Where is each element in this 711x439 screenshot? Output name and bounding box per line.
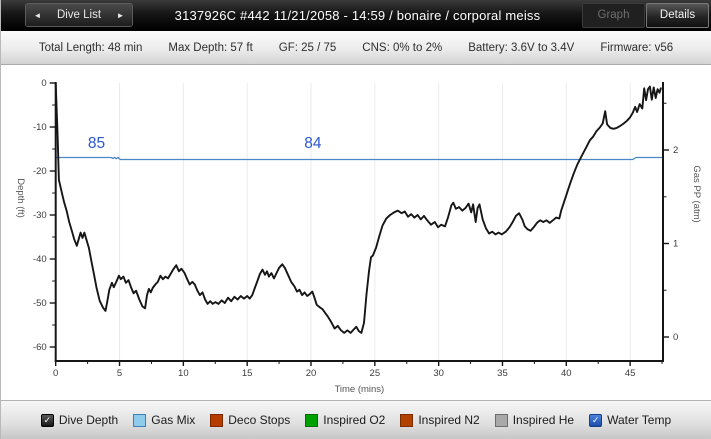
- series-color-swatch[interactable]: [133, 413, 147, 427]
- left-arrow-icon: ◄: [33, 10, 42, 20]
- chart-canvas: 85 840-10-20-30-40-50-600 5 10 15 20 25 30 35 40 4…: [15, 78, 702, 395]
- svg-text:0: 0: [41, 78, 46, 89]
- svg-text:2: 2: [673, 145, 678, 156]
- svg-text:25: 25: [370, 368, 381, 379]
- svg-text:-10: -10: [33, 122, 47, 133]
- details-tab-button[interactable]: Details: [646, 2, 709, 28]
- water-temp-line: [55, 156, 664, 161]
- legend-label: Deco Stops: [228, 413, 291, 427]
- legend-item-inspired-o2[interactable]: Inspired O2: [305, 413, 385, 427]
- next-dive-button[interactable]: ►: [109, 4, 132, 26]
- legend-item-dive-depth[interactable]: ✓ Dive Depth: [40, 413, 119, 427]
- svg-text:35: 35: [497, 368, 508, 379]
- legend-label: Inspired He: [512, 413, 575, 427]
- legend-item-gas-mix[interactable]: Gas Mix: [133, 413, 195, 427]
- water-temp-label: 85: [88, 135, 105, 152]
- left-axis-title: Depth (ft): [15, 178, 26, 218]
- right-arrow-icon: ►: [116, 10, 125, 20]
- series-legend: ✓ Dive Depth Gas Mix Deco Stops Inspired O2 I…: [1, 400, 711, 439]
- legend-label: Inspired N2: [418, 413, 480, 427]
- info-firmware: Firmware: v56: [600, 41, 674, 54]
- svg-text:1: 1: [673, 239, 678, 250]
- legend-item-inspired-he[interactable]: Inspired He: [494, 413, 575, 427]
- view-toggle: Graph Details: [582, 2, 709, 28]
- info-max-depth: Max Depth: 57 ft: [168, 41, 253, 54]
- info-battery: Battery: 3.6V to 3.4V: [468, 41, 575, 54]
- checked-checkbox-icon[interactable]: ✓: [40, 413, 54, 427]
- legend-item-inspired-n2[interactable]: Inspired N2: [400, 413, 480, 427]
- series-color-swatch[interactable]: [400, 413, 414, 427]
- dive-title: 3137926C #442 11/21/2058 - 14:59 / bonai…: [174, 7, 541, 23]
- previous-dive-button[interactable]: ◄: [26, 4, 49, 26]
- x-axis-title: Time (mins): [334, 384, 384, 395]
- svg-text:45: 45: [625, 368, 636, 379]
- legend-label: Water Temp: [607, 413, 672, 427]
- svg-text:10: 10: [178, 368, 189, 379]
- svg-text:30: 30: [433, 368, 444, 379]
- svg-text:-50: -50: [33, 298, 47, 309]
- series-color-swatch[interactable]: [305, 413, 319, 427]
- checked-checkbox-icon[interactable]: ✓: [589, 413, 603, 427]
- svg-text:5: 5: [117, 368, 122, 379]
- legend-label: Gas Mix: [151, 413, 196, 427]
- svg-text:0: 0: [53, 368, 58, 379]
- legend-item-deco-stops[interactable]: Deco Stops: [210, 413, 290, 427]
- water-temp-label: 84: [304, 135, 322, 152]
- dive-info-bar: Total Length: 48 min Max Depth: 57 ft GF…: [1, 31, 711, 65]
- svg-text:-20: -20: [33, 166, 47, 177]
- title-bar: ◄ Dive List ► 3137926C #442 11/21/2058 -…: [1, 0, 711, 31]
- info-gradient-factor: GF: 25 / 75: [278, 41, 337, 54]
- dive-depth-line: [54, 82, 662, 334]
- legend-item-water-temp[interactable]: ✓ Water Temp: [589, 413, 671, 427]
- svg-text:0: 0: [673, 332, 678, 343]
- series-color-swatch[interactable]: [494, 413, 508, 427]
- info-total-length: Total Length: 48 min: [38, 41, 143, 54]
- graph-tab-button[interactable]: Graph: [582, 2, 645, 28]
- legend-label: Dive Depth: [58, 413, 119, 427]
- series-color-swatch[interactable]: [210, 413, 224, 427]
- svg-text:-40: -40: [33, 254, 47, 265]
- info-cns: CNS: 0% to 2%: [362, 41, 443, 54]
- svg-text:-60: -60: [33, 342, 47, 353]
- dive-list-nav: ◄ Dive List ►: [25, 3, 133, 27]
- svg-text:20: 20: [306, 368, 317, 379]
- legend-label: Inspired O2: [323, 413, 386, 427]
- svg-text:40: 40: [561, 368, 572, 379]
- dive-list-button[interactable]: Dive List: [49, 4, 109, 26]
- svg-text:15: 15: [242, 368, 253, 379]
- right-axis-title: Gas PP (atm): [691, 165, 702, 222]
- svg-text:-30: -30: [33, 210, 47, 221]
- dive-profile-chart: 85 84 0 -10 -20 -30 -40 -50 -60 0 5 10 15 20 25 30 35 40 4…: [1, 65, 711, 400]
